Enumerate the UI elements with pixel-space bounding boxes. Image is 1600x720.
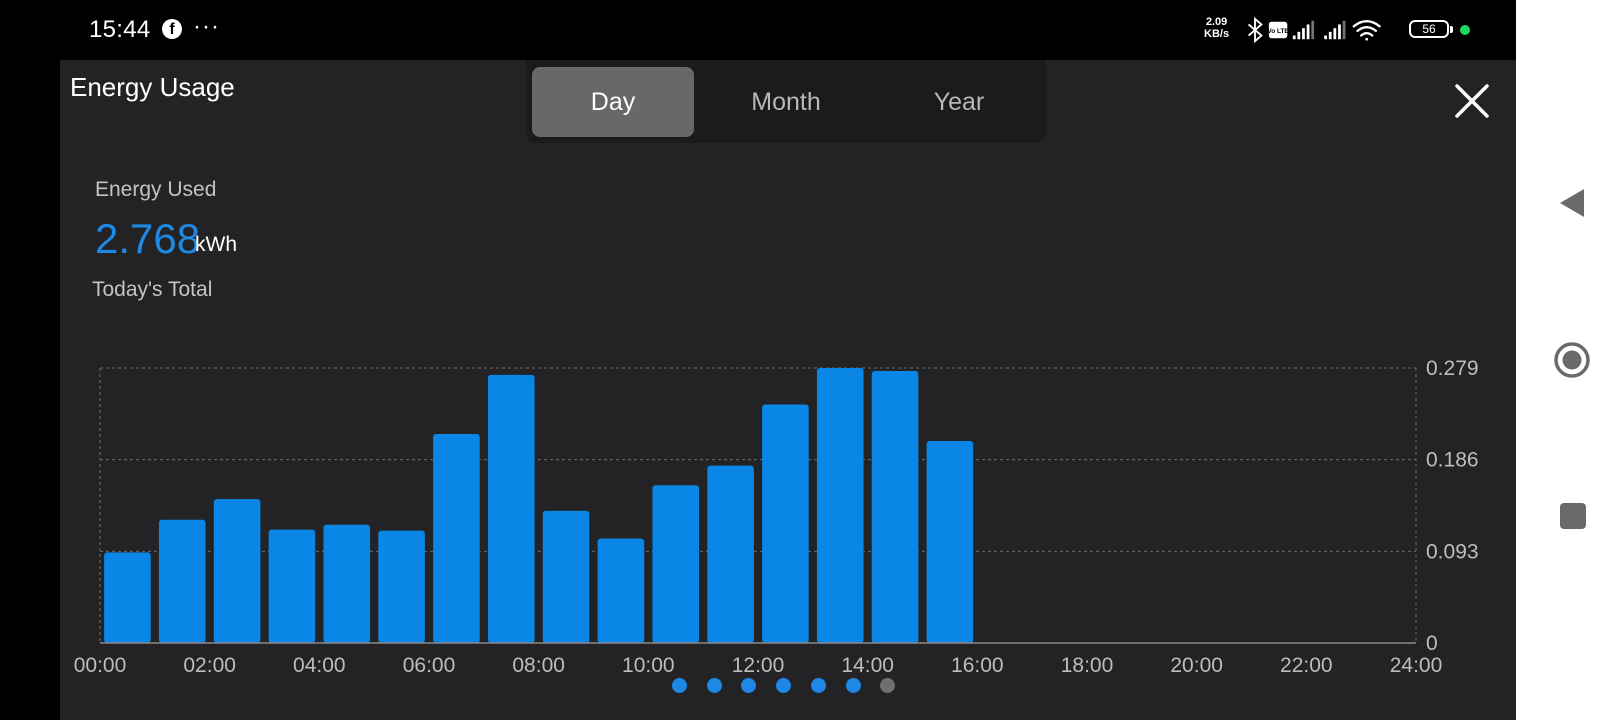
- status-icons: Vo LTE: [1247, 16, 1381, 44]
- y-tick-label: 0: [1426, 632, 1438, 655]
- energy-usage-panel: Energy Usage Day Month Year Energy Used …: [60, 60, 1516, 720]
- bar[interactable]: [597, 538, 645, 643]
- page-dot[interactable]: [845, 678, 861, 693]
- x-tick-label: 22:00: [1280, 654, 1333, 677]
- energy-used-unit: kWh: [195, 233, 237, 256]
- todays-total-label: Today's Total: [92, 278, 213, 301]
- bar[interactable]: [707, 465, 754, 643]
- y-tick-label: 0.186: [1426, 449, 1479, 472]
- tab-month[interactable]: Month: [751, 88, 821, 116]
- bluetooth-icon: [1247, 16, 1263, 44]
- recents-icon[interactable]: [1559, 502, 1587, 530]
- charging-dot: [1460, 25, 1470, 35]
- x-tick-label: 12:00: [732, 654, 785, 677]
- more-icon: ···: [193, 13, 220, 40]
- network-speed-value: 2.09: [1205, 16, 1228, 28]
- tab-day[interactable]: Day: [532, 67, 694, 137]
- network-speed: 2.09 KB/s: [1204, 16, 1229, 40]
- x-tick-label: 10:00: [622, 654, 675, 677]
- tab-year[interactable]: Year: [933, 88, 985, 116]
- signal-icon: [1292, 20, 1315, 40]
- bar[interactable]: [323, 524, 371, 643]
- volte-label: Vo LTE: [1267, 28, 1289, 35]
- bar[interactable]: [378, 530, 425, 643]
- status-bar: 15:44 f ··· 2.09 KB/s Vo LTE: [0, 0, 1516, 60]
- page-dot[interactable]: [810, 678, 826, 693]
- battery-tip: [1450, 26, 1453, 33]
- x-tick-label: 14:00: [841, 654, 894, 677]
- facebook-icon: f: [162, 19, 182, 39]
- navigation-bar: [1516, 0, 1600, 720]
- bar[interactable]: [268, 529, 316, 643]
- bar[interactable]: [542, 510, 590, 643]
- bar[interactable]: [487, 374, 535, 643]
- x-tick-label: 00:00: [74, 654, 127, 677]
- close-icon[interactable]: [1453, 82, 1491, 120]
- x-tick-label: 08:00: [512, 654, 565, 677]
- bar[interactable]: [926, 440, 974, 643]
- back-icon[interactable]: [1558, 187, 1586, 219]
- page-dot[interactable]: [741, 678, 757, 693]
- x-tick-label: 24:00: [1390, 654, 1443, 677]
- bar[interactable]: [871, 370, 919, 643]
- battery-icon: 56: [1409, 20, 1449, 38]
- wifi-icon: [1352, 20, 1381, 41]
- bar[interactable]: [762, 404, 809, 643]
- page-dot[interactable]: [880, 678, 896, 693]
- page-dot[interactable]: [672, 678, 687, 693]
- bar[interactable]: [652, 485, 700, 643]
- energy-used-label: Energy Used: [95, 178, 217, 201]
- bar[interactable]: [158, 519, 206, 643]
- y-tick-label: 0.279: [1426, 357, 1479, 380]
- page-dot[interactable]: [776, 678, 792, 693]
- volte-icon: Vo LTE: [1267, 21, 1289, 39]
- bar[interactable]: [104, 552, 151, 643]
- bar[interactable]: [213, 499, 261, 643]
- bar[interactable]: [433, 434, 480, 643]
- home-icon[interactable]: [1553, 341, 1591, 379]
- x-tick-label: 02:00: [183, 654, 236, 677]
- page-dot[interactable]: [706, 678, 722, 693]
- x-tick-label: 18:00: [1061, 654, 1114, 677]
- page-title: Energy Usage: [70, 72, 235, 102]
- energy-used-value: 2.768: [95, 215, 201, 262]
- period-selector: Day Month Year: [526, 60, 1046, 143]
- y-tick-label: 0.093: [1426, 540, 1479, 563]
- status-time: 15:44: [89, 16, 151, 43]
- network-speed-unit: KB/s: [1204, 28, 1230, 40]
- energy-bar-chart: 0 0.093 0.186 0.279 00:00 02:00 04:00 06:00 08:0…: [74, 357, 1479, 677]
- x-tick-label: 06:00: [403, 654, 456, 677]
- bar[interactable]: [816, 368, 864, 643]
- x-tick-label: 16:00: [951, 654, 1004, 677]
- signal-icon: [1324, 20, 1346, 40]
- x-tick-label: 04:00: [293, 654, 346, 677]
- x-tick-label: 20:00: [1170, 654, 1223, 677]
